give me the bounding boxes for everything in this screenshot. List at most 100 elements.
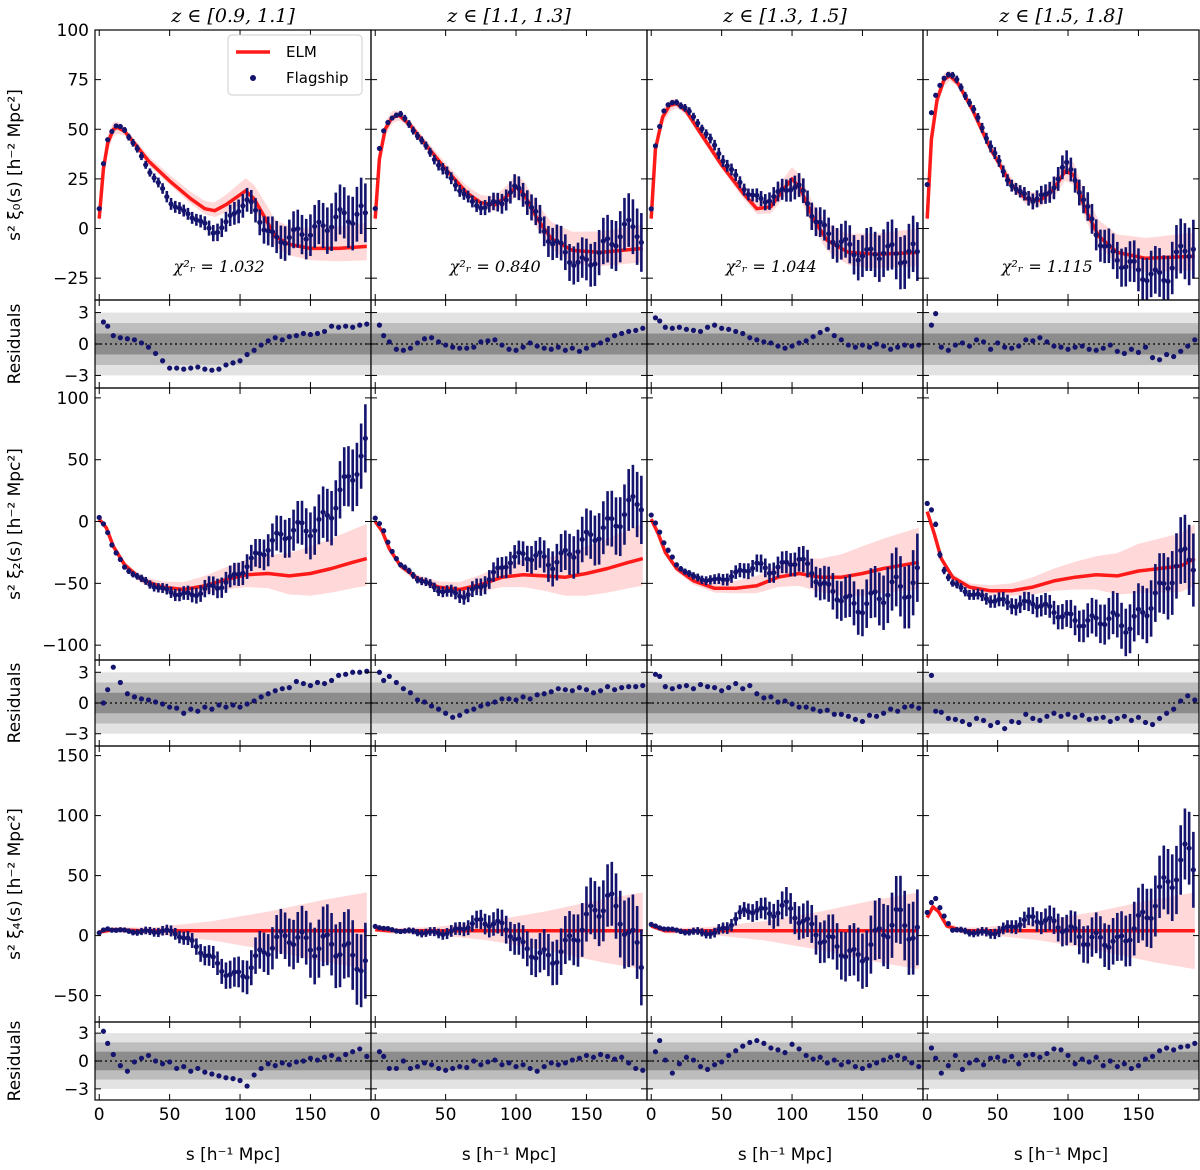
residual-point: [251, 1072, 257, 1078]
data-point: [588, 903, 594, 909]
residual-point: [1030, 338, 1036, 344]
residual-point: [796, 704, 802, 710]
data-point: [389, 548, 395, 555]
data-point: [299, 929, 305, 935]
residual-point: [690, 1057, 697, 1063]
residual-point: [704, 684, 711, 690]
data-point: [176, 592, 183, 598]
data-point: [813, 579, 819, 585]
data-point: [265, 228, 271, 234]
residual-point: [506, 696, 512, 702]
data-point: [198, 950, 204, 956]
data-point: [164, 927, 170, 933]
data-point: [575, 259, 581, 265]
data-point: [345, 473, 352, 479]
residual-point: [343, 323, 349, 329]
residual-point: [817, 708, 823, 714]
residual-point: [110, 333, 116, 339]
residual-point: [1164, 1045, 1170, 1051]
residual-point: [513, 697, 519, 703]
data-point: [244, 974, 250, 981]
residual-point: [1065, 1052, 1071, 1059]
data-point: [707, 931, 713, 937]
residual-point: [966, 1060, 973, 1066]
data-point: [419, 578, 425, 584]
residual-point: [1185, 693, 1191, 699]
data-point: [210, 954, 216, 960]
data-point: [528, 557, 535, 563]
residual-point: [181, 1063, 187, 1070]
data-point: [910, 580, 916, 586]
residual-point: [209, 1071, 215, 1077]
data-point: [1089, 613, 1095, 619]
residual-point: [782, 1050, 788, 1056]
data-point: [690, 114, 697, 120]
data-point: [851, 252, 857, 258]
data-point: [435, 930, 442, 937]
data-point: [478, 584, 484, 590]
data-point: [699, 929, 705, 935]
panel-main-r1-c1: [372, 464, 644, 605]
data-point: [813, 219, 819, 225]
residual-point: [1009, 718, 1015, 725]
data-point: [613, 523, 619, 529]
residual-point: [980, 1062, 987, 1068]
data-point: [159, 185, 166, 192]
residual-point: [1023, 1052, 1029, 1059]
data-point: [96, 206, 102, 212]
chi2-annotation: χ²ᵣ = 1.115: [1001, 257, 1093, 276]
residual-point: [662, 324, 668, 330]
data-point: [490, 569, 497, 575]
residual-point: [866, 1063, 873, 1069]
data-point: [945, 921, 951, 927]
data-point: [520, 551, 526, 557]
data-point: [117, 123, 123, 130]
data-point: [257, 947, 263, 953]
data-point: [745, 191, 751, 198]
data-point: [924, 909, 930, 916]
data-point: [113, 550, 119, 556]
data-point: [613, 903, 619, 909]
data-point: [933, 895, 939, 902]
residual-point: [683, 326, 690, 332]
data-point: [1004, 923, 1011, 930]
residual-point: [747, 682, 753, 689]
data-point: [244, 564, 250, 570]
data-point: [966, 592, 973, 598]
data-point: [512, 183, 518, 189]
data-point: [910, 935, 916, 941]
data-point: [809, 921, 815, 927]
data-point: [1085, 203, 1091, 210]
data-point: [372, 205, 378, 212]
data-point: [333, 953, 339, 959]
data-point: [1080, 623, 1087, 629]
data-point: [341, 210, 347, 216]
residual-point: [1093, 347, 1099, 353]
residual-point: [768, 694, 774, 700]
y-tick-label: 50: [67, 120, 89, 140]
residual-point: [916, 705, 922, 711]
data-point: [758, 560, 764, 567]
data-point: [804, 200, 811, 207]
data-point: [880, 250, 887, 256]
data-point: [864, 246, 870, 253]
data-point: [389, 927, 395, 933]
residual-point: [279, 337, 285, 343]
data-point: [928, 110, 935, 116]
residual-point: [782, 345, 788, 351]
data-point: [613, 243, 619, 249]
data-point: [1144, 278, 1150, 284]
residual-point: [803, 338, 809, 344]
data-point: [333, 505, 339, 511]
residual-point: [888, 1054, 894, 1060]
data-point: [452, 182, 459, 188]
data-point: [707, 577, 713, 583]
data-point: [695, 120, 701, 126]
data-point: [402, 928, 408, 934]
residual-point: [789, 701, 795, 707]
data-point: [847, 593, 853, 599]
residual-point: [541, 345, 547, 351]
data-point: [992, 150, 998, 156]
data-point: [159, 928, 166, 934]
data-point: [1076, 623, 1082, 629]
